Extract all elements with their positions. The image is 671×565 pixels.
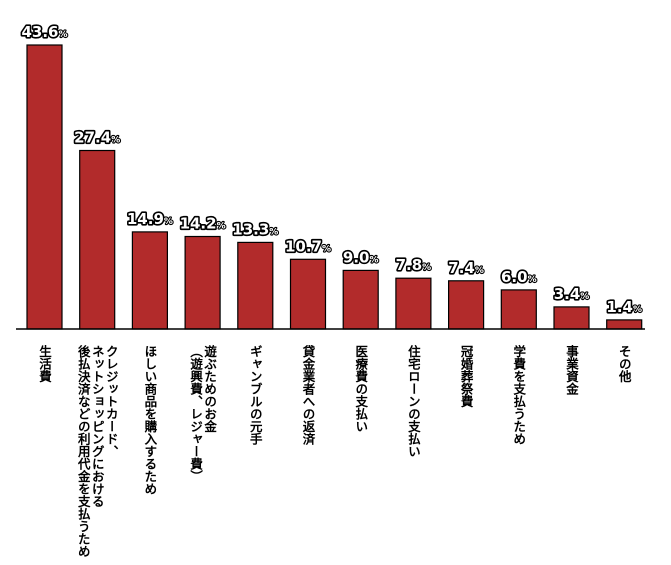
category-label-line: ネットショッピングにおける xyxy=(90,345,105,508)
data-label: 6.0% xyxy=(501,268,537,286)
data-label: 9.0% xyxy=(343,248,379,266)
category-label: 住宅ローンの支払い xyxy=(406,344,421,458)
data-label-value: 43.6 xyxy=(21,23,58,41)
category-label-line: 事業資金 xyxy=(564,344,579,396)
data-label: 1.4% xyxy=(606,298,642,316)
data-label-unit: % xyxy=(269,227,278,237)
data-label: 7.4% xyxy=(448,259,484,277)
category-label-line: クレジットカード、 xyxy=(104,345,119,458)
category-label: 学費を支払うため xyxy=(511,344,526,445)
category-label-line: その他 xyxy=(617,345,632,383)
data-label-unit: % xyxy=(528,275,537,285)
bar xyxy=(26,44,63,330)
category-label: 生活費 xyxy=(37,344,52,383)
data-label-value: 14.9 xyxy=(127,210,164,228)
category-label-line: 住宅ローンの支払い xyxy=(406,344,421,458)
category-label: 冠婚葬祭費 xyxy=(459,345,474,408)
category-label-line: （遊興費、レジャー費） xyxy=(188,345,203,483)
data-label-unit: % xyxy=(322,244,331,254)
category-label-line: 学費を支払うため xyxy=(511,344,526,445)
data-label-unit: % xyxy=(111,136,120,146)
data-label-value: 9.0 xyxy=(343,248,370,266)
data-label-value: 3.4 xyxy=(554,285,581,303)
data-label-unit: % xyxy=(217,222,226,232)
data-label-value: 6.0 xyxy=(501,268,528,286)
category-label-line: ほしい商品を購入するため xyxy=(142,345,157,495)
category-label-line: 貸金業者への返済 xyxy=(301,344,316,446)
bar xyxy=(237,241,274,330)
bar xyxy=(79,149,116,330)
category-label-line: 生活費 xyxy=(37,344,52,383)
data-label-value: 7.8 xyxy=(396,256,423,274)
data-label: 3.4% xyxy=(554,285,590,303)
category-label: 事業資金 xyxy=(564,344,579,396)
bar xyxy=(606,319,643,330)
data-label-value: 10.7 xyxy=(285,237,322,255)
data-label: 43.6% xyxy=(21,23,67,41)
data-label-unit: % xyxy=(422,263,431,273)
data-label-value: 1.4 xyxy=(606,298,633,316)
data-label-value: 13.3 xyxy=(232,220,269,238)
category-label: 医療費の支払い xyxy=(353,345,368,433)
data-label-unit: % xyxy=(475,266,484,276)
bar xyxy=(500,289,537,330)
data-label-unit: % xyxy=(633,305,642,315)
category-label: ギャンブルの元手 xyxy=(248,344,263,446)
bar xyxy=(184,235,221,330)
bar xyxy=(131,231,168,330)
data-label: 27.4% xyxy=(74,129,120,147)
bar xyxy=(395,277,432,330)
category-label-line: 遊ぶためのお金 xyxy=(202,344,217,433)
category-label: 遊ぶためのお金（遊興費、レジャー費） xyxy=(188,344,217,483)
data-label-value: 7.4 xyxy=(448,259,475,277)
bar xyxy=(448,280,485,330)
data-label-unit: % xyxy=(580,292,589,302)
data-label: 14.9% xyxy=(127,210,173,228)
category-label: その他 xyxy=(617,345,632,383)
bar xyxy=(553,306,590,330)
data-label-unit: % xyxy=(164,217,173,227)
data-label: 13.3% xyxy=(232,220,278,238)
bar xyxy=(342,269,379,330)
category-label-line: 医療費の支払い xyxy=(353,345,368,433)
data-label-value: 14.2 xyxy=(180,215,217,233)
data-label: 14.2% xyxy=(180,215,226,233)
category-label-line: 冠婚葬祭費 xyxy=(459,345,474,408)
data-label: 10.7% xyxy=(285,237,331,255)
data-label-value: 27.4 xyxy=(74,129,111,147)
data-label-unit: % xyxy=(58,30,67,40)
data-label-unit: % xyxy=(369,255,378,265)
category-label-line: ギャンブルの元手 xyxy=(248,344,263,446)
data-label: 7.8% xyxy=(396,256,432,274)
category-label: ほしい商品を購入するため xyxy=(142,345,157,495)
category-label: 貸金業者への返済 xyxy=(301,344,316,446)
category-label-line: 後払決済などの利用代金を支払うため xyxy=(76,344,91,558)
bar xyxy=(289,258,327,330)
